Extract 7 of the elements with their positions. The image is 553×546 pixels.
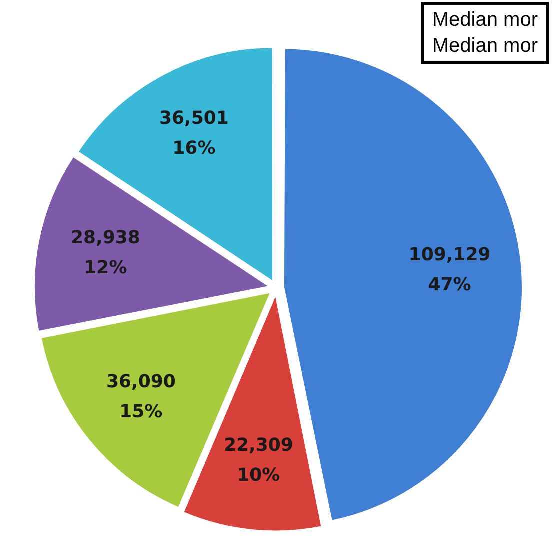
data-label: 22,309 10% [224, 434, 294, 486]
data-label: 28,938 12% [70, 228, 140, 279]
data-label: 36,090 15% [106, 371, 176, 422]
data-label: 36,501 16% [159, 108, 229, 160]
text: Median mor [432, 8, 538, 33]
text: Median mor [432, 34, 538, 59]
data-label: 109,129 47% [408, 244, 491, 296]
